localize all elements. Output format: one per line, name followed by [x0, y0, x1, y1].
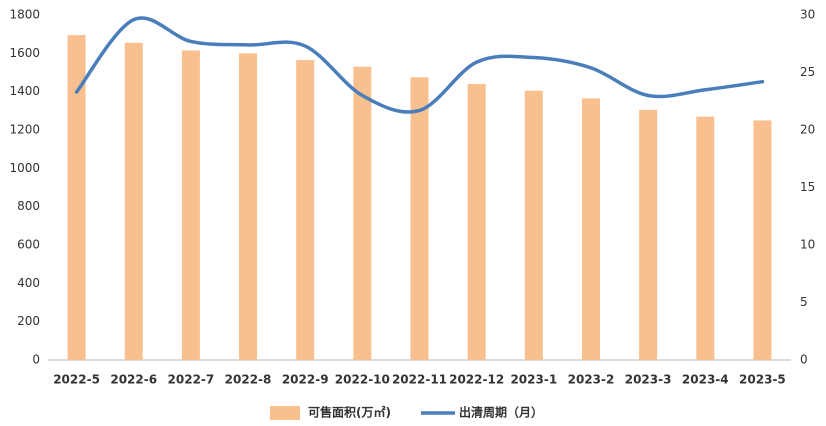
x-tick-label: 2022-11 — [392, 373, 447, 387]
bar — [181, 50, 200, 360]
x-tick-label: 2023-4 — [682, 373, 729, 387]
bar — [296, 60, 315, 361]
bar — [239, 53, 258, 360]
bar — [353, 66, 372, 360]
bar — [639, 109, 658, 360]
y-tick-label: 1000 — [9, 161, 40, 175]
bar — [124, 42, 143, 361]
x-tick-label: 2022-10 — [335, 373, 390, 387]
y-tick-label: 1200 — [9, 123, 40, 137]
bar — [581, 98, 600, 360]
x-tick-label: 2022-9 — [282, 373, 329, 387]
y2-tick-label: 5 — [800, 295, 808, 309]
x-tick-label: 2023-3 — [625, 373, 672, 387]
y2-tick-label: 15 — [800, 180, 815, 194]
y2-tick-label: 25 — [800, 65, 815, 79]
y-tick-label: 400 — [17, 276, 40, 290]
y-tick-label: 200 — [17, 314, 40, 328]
bar — [467, 84, 486, 360]
bar — [410, 77, 429, 361]
y-tick-label: 0 — [32, 353, 40, 367]
y2-tick-label: 0 — [800, 353, 808, 367]
x-tick-label: 2022-8 — [225, 373, 272, 387]
legend-label: 出清周期（月） — [459, 405, 543, 420]
bar — [524, 90, 543, 360]
bar — [696, 116, 715, 360]
y2-tick-label: 30 — [800, 8, 815, 22]
x-tick-label: 2023-1 — [510, 373, 557, 387]
bar — [67, 35, 86, 360]
x-tick-label: 2022-7 — [168, 373, 215, 387]
y-tick-label: 1600 — [9, 46, 40, 60]
y-tick-label: 600 — [17, 238, 40, 252]
x-tick-label: 2022-5 — [53, 373, 100, 387]
y-tick-label: 1800 — [9, 8, 40, 22]
x-tick-label: 2023-2 — [568, 373, 615, 387]
x-tick-label: 2022-12 — [449, 373, 504, 387]
y2-tick-label: 20 — [800, 123, 815, 137]
x-tick-label: 2023-5 — [739, 373, 786, 387]
y-tick-label: 1400 — [9, 84, 40, 98]
legend-swatch — [270, 406, 300, 420]
line — [74, 16, 765, 114]
legend-label: 可售面积(万㎡) — [308, 405, 391, 420]
y2-tick-label: 10 — [800, 238, 815, 252]
bar — [753, 120, 772, 361]
x-tick-label: 2022-6 — [110, 373, 157, 387]
y-tick-label: 800 — [17, 199, 40, 213]
